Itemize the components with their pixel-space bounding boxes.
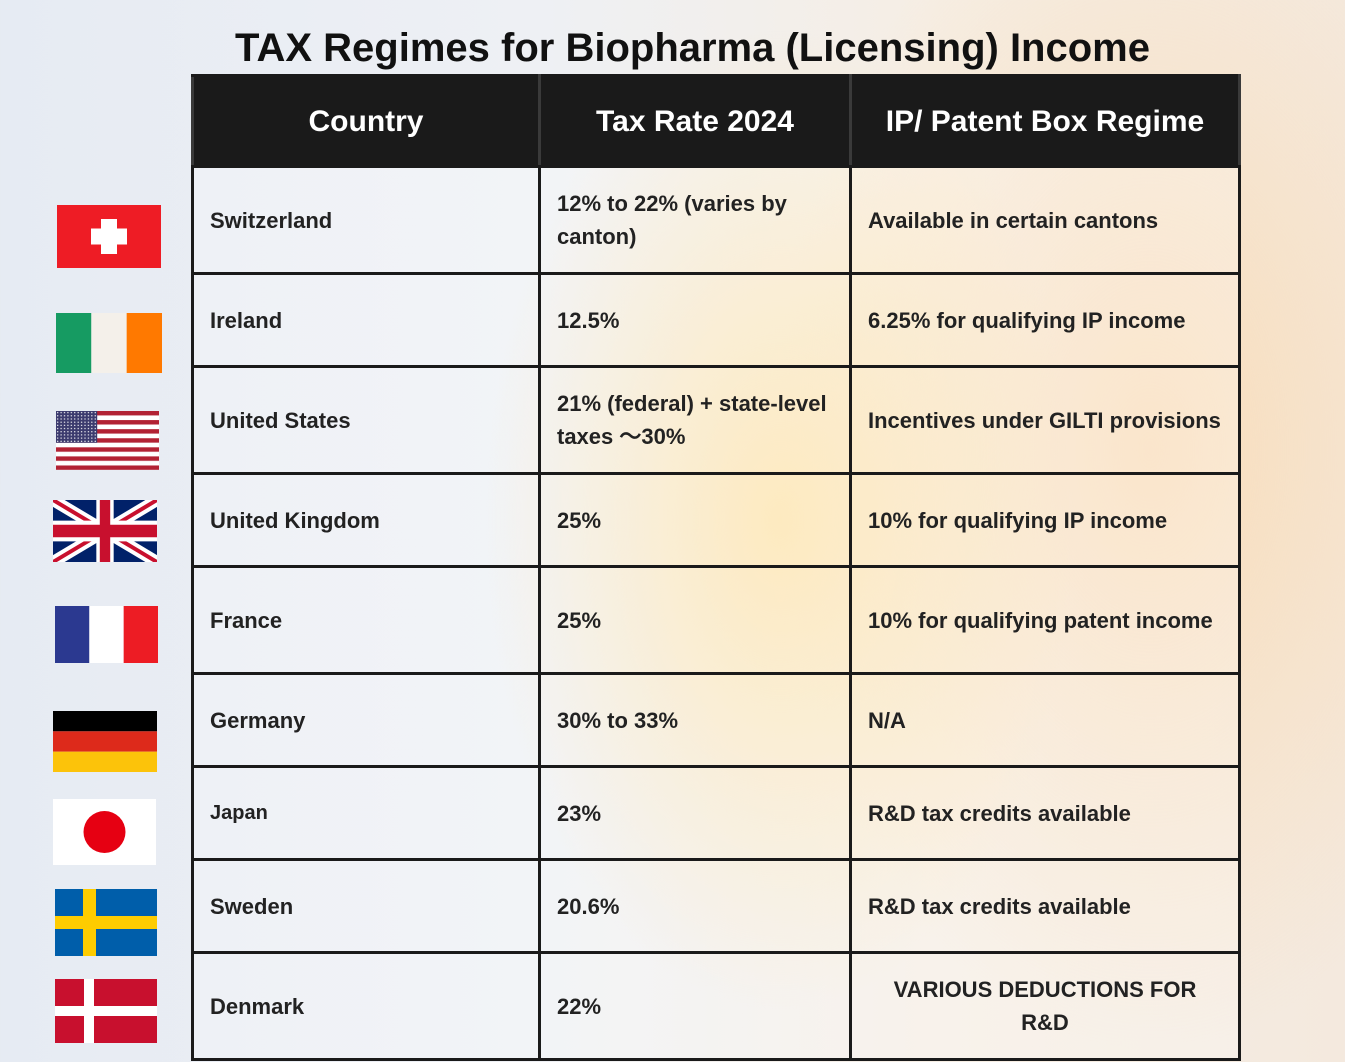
table-cell: Japan <box>191 765 541 861</box>
table-cell: Available in certain cantons <box>849 165 1241 275</box>
table-cell: 12% to 22% (varies by canton) <box>538 165 852 275</box>
table-cell: 12.5% <box>538 272 852 368</box>
flag-japan <box>53 799 156 865</box>
flag-us <box>56 411 159 470</box>
table-cell: R&D tax credits available <box>849 765 1241 861</box>
table-cell: Incentives under GILTI provisions <box>849 365 1241 475</box>
table-row: United States 21% (federal) + state-level… <box>191 365 1241 475</box>
flag-france <box>55 606 158 663</box>
table-cell: 10% for qualifying IP income <box>849 472 1241 568</box>
header-row: Country Tax Rate 2024 IP/ Patent Box Reg… <box>191 74 1241 168</box>
tax-table: Country Tax Rate 2024 IP/ Patent Box Reg… <box>191 74 1241 1061</box>
table-cell: 6.25% for qualifying IP income <box>849 272 1241 368</box>
table-cell: 25% <box>538 565 852 675</box>
table-cell: Denmark <box>191 951 541 1061</box>
table-row: United Kingdom 25% 10% for qualifying IP i… <box>191 472 1241 568</box>
table-row: Sweden 20.6% R&D tax credits available <box>191 858 1241 954</box>
table-row: Switzerland 12% to 22% (varies by canton)… <box>191 165 1241 275</box>
table-cell: 10% for qualifying patent income <box>849 565 1241 675</box>
table-cell: N/A <box>849 672 1241 768</box>
table-cell: Switzerland <box>191 165 541 275</box>
flag-uk <box>53 500 157 562</box>
table-cell: R&D tax credits available <box>849 858 1241 954</box>
table-cell: France <box>191 565 541 675</box>
table-cell: 30% to 33% <box>538 672 852 768</box>
table-row: Ireland 12.5% 6.25% for qualifying IP inco… <box>191 272 1241 368</box>
table-cell: Germany <box>191 672 541 768</box>
table-cell: 22% <box>538 951 852 1061</box>
table-cell: United States <box>191 365 541 475</box>
flag-germany <box>53 711 157 772</box>
table-cell: Ireland <box>191 272 541 368</box>
table-row: Denmark 22% VARIOUS DEDUCTIONS FOR R&D <box>191 951 1241 1061</box>
flag-switzerland <box>57 205 161 268</box>
flag-denmark <box>55 979 157 1043</box>
table-row: Japan 23% R&D tax credits available <box>191 765 1241 861</box>
table-cell: 20.6% <box>538 858 852 954</box>
table-cell: 25% <box>538 472 852 568</box>
table-cell: United Kingdom <box>191 472 541 568</box>
flag-ireland <box>56 313 162 373</box>
table-cell: 21% (federal) + state-level taxes 〜30% <box>538 365 852 475</box>
table-cell: VARIOUS DEDUCTIONS FOR R&D <box>849 951 1241 1061</box>
header-cell: Tax Rate 2024 <box>538 74 852 168</box>
table-row: Germany 30% to 33% N/A <box>191 672 1241 768</box>
title: TAX Regimes for Biopharma (Licensing) In… <box>235 26 1150 70</box>
header-cell: IP/ Patent Box Regime <box>849 74 1241 168</box>
header-cell: Country <box>191 74 541 168</box>
table-cell: 23% <box>538 765 852 861</box>
table-row: France 25% 10% for qualifying patent incom… <box>191 565 1241 675</box>
table-cell: Sweden <box>191 858 541 954</box>
flag-sweden <box>55 889 157 956</box>
